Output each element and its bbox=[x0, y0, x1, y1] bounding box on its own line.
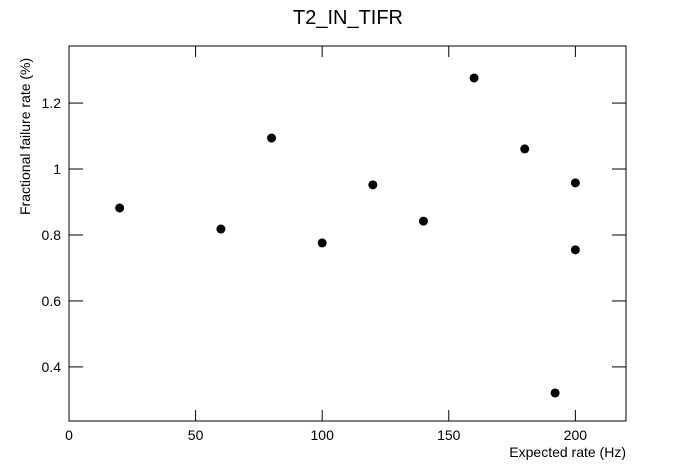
point bbox=[216, 224, 226, 234]
point bbox=[115, 203, 125, 213]
y-tick-label: 0.4 bbox=[42, 359, 62, 375]
y-tick-label: 1.2 bbox=[42, 95, 62, 111]
x-tick-label: 0 bbox=[65, 427, 73, 443]
point bbox=[267, 133, 277, 143]
point bbox=[368, 180, 378, 190]
x-tick-label: 50 bbox=[188, 427, 204, 443]
y-axis-label: Fractional failure rate (%) bbox=[17, 58, 33, 215]
point bbox=[520, 144, 530, 154]
point bbox=[317, 238, 327, 248]
x-tick-label: 100 bbox=[311, 427, 335, 443]
x-axis-label: Expected rate (Hz) bbox=[509, 444, 626, 460]
y-tick-label: 1 bbox=[53, 161, 61, 177]
x-tick-label: 200 bbox=[564, 427, 588, 443]
point bbox=[469, 73, 479, 83]
point bbox=[570, 178, 580, 188]
y-tick-label: 0.8 bbox=[42, 227, 62, 243]
point bbox=[550, 388, 560, 398]
chart-title: T2_IN_TIFR bbox=[293, 7, 403, 29]
plot-frame bbox=[68, 45, 627, 422]
y-tick-label: 0.6 bbox=[42, 293, 62, 309]
point bbox=[570, 245, 580, 255]
x-tick-label: 150 bbox=[437, 427, 461, 443]
point bbox=[418, 216, 428, 226]
